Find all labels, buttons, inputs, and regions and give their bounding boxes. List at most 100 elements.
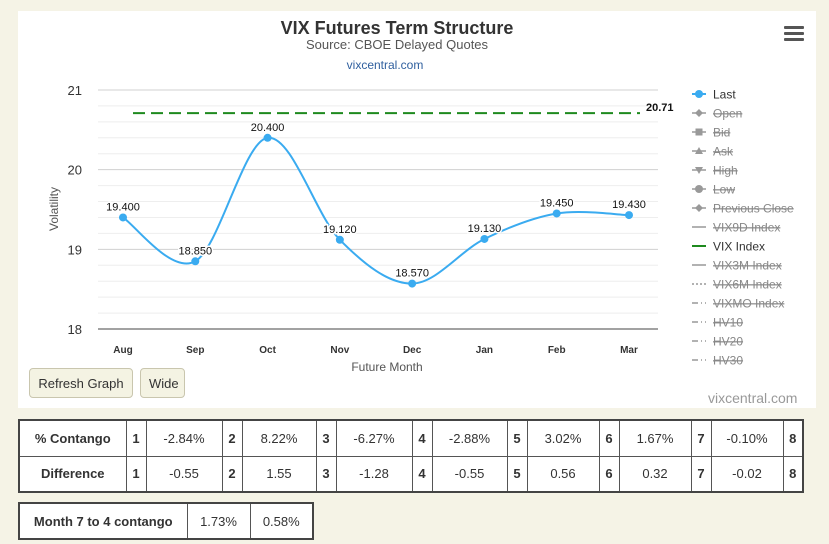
contango-value: 8.22% xyxy=(241,419,317,457)
legend-label: High xyxy=(713,164,738,178)
y-tick-label: 20 xyxy=(68,163,82,178)
month-number: 2 xyxy=(221,419,243,457)
month-7-to-4-row: Month 7 to 4 contango 1.73% 0.58% xyxy=(18,502,314,540)
last-data-point[interactable] xyxy=(408,279,417,288)
legend-label: VIX Index xyxy=(713,240,765,254)
contango-value: -6.27% xyxy=(335,419,413,457)
last-data-label: 18.570 xyxy=(395,268,429,280)
legend-item-vix6m-index[interactable]: VIX6M Index xyxy=(692,278,782,292)
menu-bar xyxy=(784,26,804,29)
month-number: 3 xyxy=(315,419,337,457)
legend-item-hv20[interactable]: HV20 xyxy=(692,335,743,349)
legend-label: Bid xyxy=(713,126,730,140)
x-tick-label: Feb xyxy=(548,345,566,356)
legend-item-bid[interactable]: Bid xyxy=(692,126,730,140)
month-number: 8 xyxy=(782,455,804,493)
x-tick-label: Jan xyxy=(476,345,493,356)
last-data-label: 18.850 xyxy=(178,245,212,257)
chart-svg: VIX Futures Term Structure Source: CBOE … xyxy=(47,18,794,374)
last-data-label: 19.430 xyxy=(612,199,646,211)
month-7-to-4-table: Month 7 to 4 contango 1.73% 0.58% xyxy=(18,502,314,540)
legend-marker xyxy=(695,204,703,212)
last-data-point[interactable] xyxy=(335,235,344,244)
x-tick-label: Sep xyxy=(186,345,204,356)
difference-row: Difference 1 -0.55 2 1.55 3 -1.28 4 -0.5… xyxy=(18,455,804,493)
month-7-to-4-value: 0.58% xyxy=(249,502,314,540)
last-data-point[interactable] xyxy=(625,211,633,220)
legend-label: VIX9D Index xyxy=(713,221,780,235)
y-axis-title: Volatility xyxy=(47,187,61,231)
x-tick-label: Mar xyxy=(620,345,638,356)
legend-marker xyxy=(695,128,703,136)
legend-item-hv10[interactable]: HV10 xyxy=(692,316,743,330)
x-tick-label: Oct xyxy=(259,345,276,356)
month-number: 7 xyxy=(690,419,712,457)
last-data-point[interactable] xyxy=(263,133,272,142)
last-data-point[interactable] xyxy=(480,234,489,243)
refresh-graph-button[interactable]: Refresh Graph xyxy=(29,368,133,398)
contango-value: 3.02% xyxy=(526,419,600,457)
month-number: 5 xyxy=(506,419,528,457)
legend-label: Ask xyxy=(713,145,734,159)
last-data-point[interactable] xyxy=(552,209,561,218)
legend-item-vix-index[interactable]: VIX Index xyxy=(692,240,765,254)
legend-item-last[interactable]: Last xyxy=(692,88,736,102)
chart-menu-button[interactable] xyxy=(784,26,804,42)
watermark: vixcentral.com xyxy=(708,390,798,406)
contango-value: 1.67% xyxy=(618,419,692,457)
legend-item-high[interactable]: High xyxy=(692,164,738,178)
x-tick-label: Aug xyxy=(113,345,132,356)
x-axis-title: Future Month xyxy=(351,360,422,374)
y-tick-label: 19 xyxy=(68,242,82,257)
month-number: 6 xyxy=(598,455,620,493)
legend-label: Last xyxy=(713,88,736,102)
month-number: 5 xyxy=(506,455,528,493)
axes-layer: 18 19 20 21 Aug Sep Oct Nov Dec Jan Feb Mar xyxy=(68,83,658,356)
month-number: 1 xyxy=(125,455,147,493)
vix-index-label: 20.71 xyxy=(646,102,674,114)
legend-item-hv30[interactable]: HV30 xyxy=(692,354,743,368)
legend-label: HV10 xyxy=(713,316,743,330)
contango-table: % Contango 1 -2.84% 2 8.22% 3 -6.27% 4 -… xyxy=(18,419,804,493)
legend-item-vix9d-index[interactable]: VIX9D Index xyxy=(692,221,780,235)
legend-item-low[interactable]: Low xyxy=(692,183,735,197)
month-number: 7 xyxy=(690,455,712,493)
contango-value: -2.88% xyxy=(431,419,508,457)
legend-label: HV20 xyxy=(713,335,743,349)
chart-panel: VIX Futures Term Structure Source: CBOE … xyxy=(18,11,816,408)
contango-value: -0.10% xyxy=(710,419,784,457)
menu-bar xyxy=(784,38,804,41)
contango-value: -2.84% xyxy=(145,419,223,457)
legend-item-vix3m-index[interactable]: VIX3M Index xyxy=(692,259,782,273)
legend-item-previous-close[interactable]: Previous Close xyxy=(692,202,794,216)
difference-value: -0.02 xyxy=(710,455,784,493)
last-data-label: 19.120 xyxy=(323,224,357,236)
last-data-point[interactable] xyxy=(119,213,127,222)
legend-label: Low xyxy=(713,183,735,197)
chart-credit-top[interactable]: vixcentral.com xyxy=(347,58,424,72)
chart-title: VIX Futures Term Structure xyxy=(281,18,514,38)
last-series-line xyxy=(122,136,630,285)
legend-layer: Last Open Bid Ask High Low Previous Close VIX9D… xyxy=(692,88,794,368)
difference-value: 0.56 xyxy=(526,455,600,493)
legend-label: HV30 xyxy=(713,354,743,368)
month-number: 4 xyxy=(411,455,433,493)
month-number: 2 xyxy=(221,455,243,493)
legend-marker xyxy=(695,90,703,98)
contango-label: % Contango xyxy=(18,419,127,457)
difference-value: -0.55 xyxy=(431,455,508,493)
wide-button[interactable]: Wide xyxy=(140,368,185,398)
last-data-label: 19.400 xyxy=(106,201,140,213)
legend-item-ask[interactable]: Ask xyxy=(692,145,734,159)
chart-subtitle: Source: CBOE Delayed Quotes xyxy=(306,37,489,52)
x-tick-label: Dec xyxy=(403,345,422,356)
month-number: 3 xyxy=(315,455,337,493)
series-layer: 20.71 19.400 18.850 20.400 19.120 18.570 19.13… xyxy=(105,102,674,288)
month-number: 4 xyxy=(411,419,433,457)
legend-item-vixmo-index[interactable]: VIXMO Index xyxy=(692,297,784,311)
legend-item-open[interactable]: Open xyxy=(692,107,742,121)
last-data-label: 20.400 xyxy=(251,122,285,134)
legend-label: VIXMO Index xyxy=(713,297,784,311)
legend-label: Previous Close xyxy=(713,202,794,216)
last-data-point[interactable] xyxy=(191,257,200,266)
